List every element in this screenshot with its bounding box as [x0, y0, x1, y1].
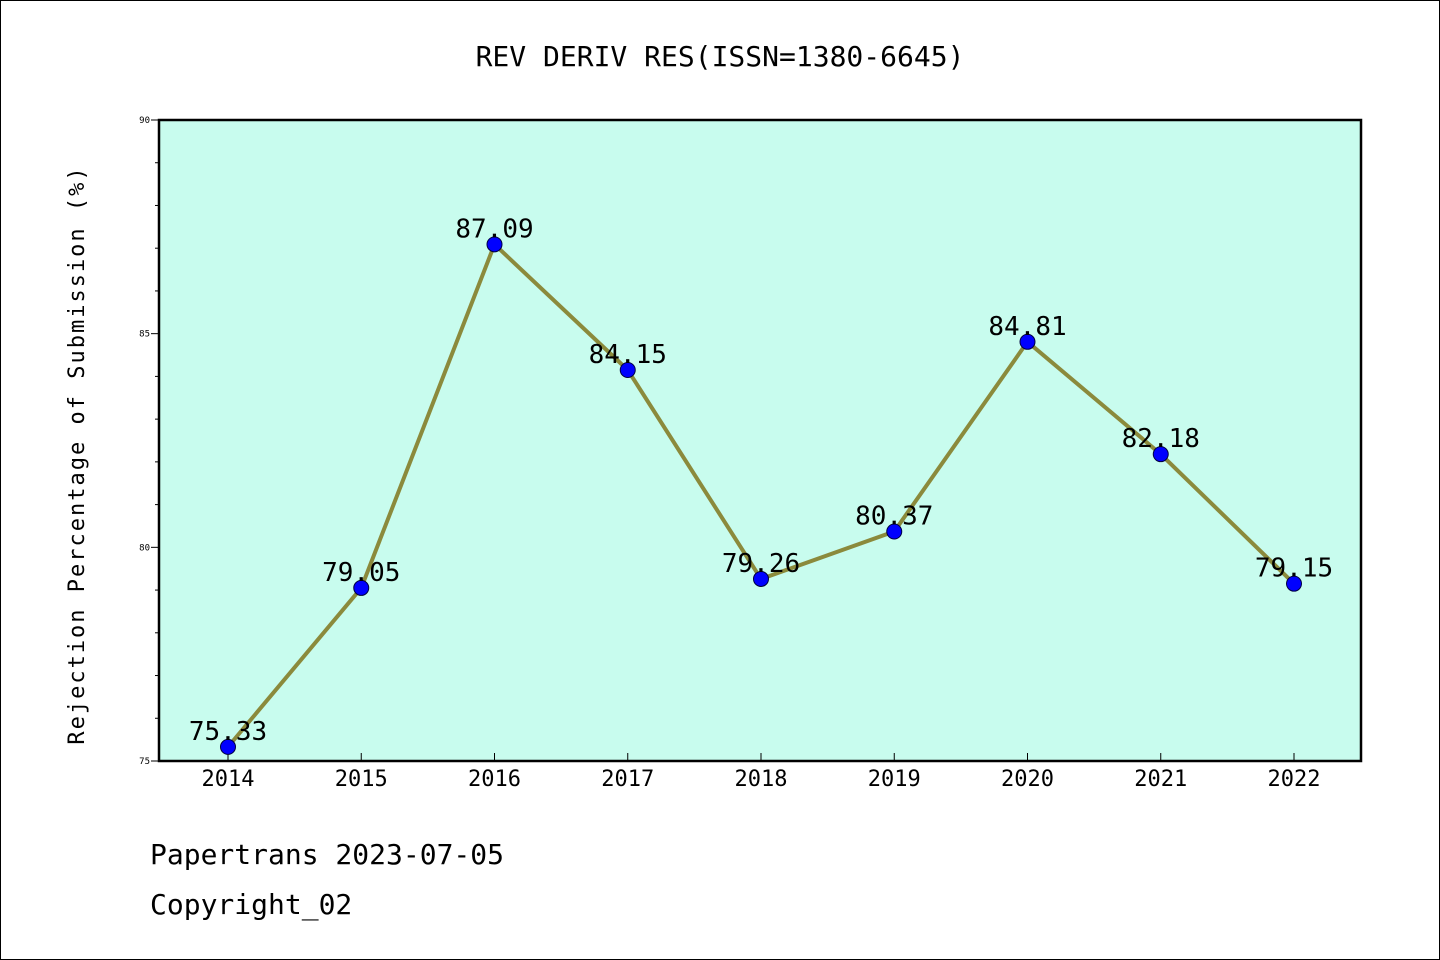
- data-point: [886, 523, 903, 540]
- x-tick-label: 2019: [868, 767, 921, 792]
- data-label: 79.05: [322, 558, 400, 588]
- y-axis-label: Rejection Percentage of Submission (%): [65, 165, 90, 744]
- x-tick-label: 2021: [1134, 767, 1187, 792]
- x-tick-label: 2016: [468, 767, 521, 792]
- data-point: [1286, 575, 1302, 592]
- y-tick-label: 75: [139, 757, 150, 767]
- y-tick-label: 80: [139, 543, 150, 553]
- y-tick-label: 90: [139, 116, 150, 126]
- plot-border: [157, 118, 1363, 763]
- data-label: 84.15: [589, 340, 667, 370]
- x-tick-label: 2017: [601, 767, 654, 792]
- data-point: [753, 570, 769, 587]
- x-tick-label: 2015: [335, 767, 388, 792]
- x-tick-label: 2018: [735, 767, 788, 792]
- data-label: 82.18: [1122, 424, 1200, 454]
- data-point: [619, 361, 636, 378]
- data-point: [1152, 446, 1169, 463]
- data-label: 87.09: [455, 214, 533, 244]
- x-tick-label: 2014: [202, 767, 255, 792]
- x-tick-label: 2020: [1001, 767, 1054, 792]
- data-label: 79.26: [722, 549, 800, 579]
- x-tick-label: 2022: [1268, 767, 1321, 792]
- plot-area: [159, 120, 1361, 761]
- data-label: 75.33: [189, 717, 267, 747]
- y-axis: 75 80 85 90: [139, 116, 159, 767]
- chart-title: REV DERIV RES(ISSN=1380-6645): [476, 40, 965, 73]
- data-point: [486, 236, 503, 253]
- data-labels: 75.33 79.05 87.09 84.15 79.26 80.37 84.81 82.18…: [189, 214, 1333, 747]
- data-label: 79.15: [1255, 554, 1333, 584]
- data-point: [353, 579, 370, 596]
- y-tick-label: 85: [139, 330, 150, 340]
- data-label: 80.37: [855, 502, 933, 532]
- data-point: [1019, 333, 1036, 350]
- data-label: 84.81: [988, 312, 1066, 342]
- footer-copyright: Copyright_02: [150, 888, 352, 922]
- x-axis: 2014 2015 2016 2017 2018 2019 2020 2021 2022: [202, 753, 1321, 792]
- data-point: [220, 738, 236, 755]
- footer-date: Papertrans 2023-07-05: [150, 838, 504, 871]
- data-points: [220, 236, 1302, 755]
